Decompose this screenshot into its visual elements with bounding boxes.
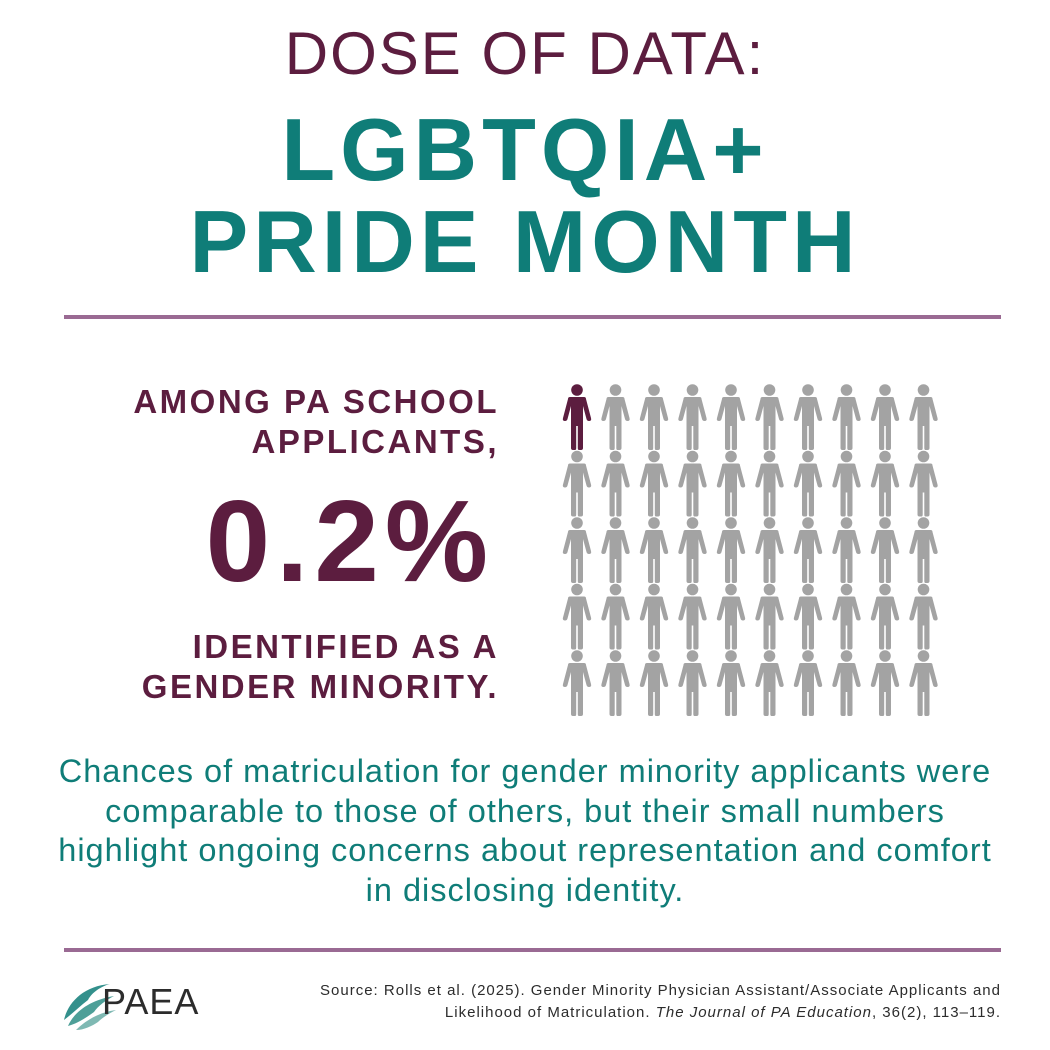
person-icon [678,650,707,716]
person-icon [601,517,630,583]
pictogram-grid [559,384,949,720]
person-icon [909,450,938,517]
stat-tail-line-1: IDENTIFIED AS A [192,628,499,665]
person-icon [870,650,900,716]
person-icon [755,583,784,650]
person-icon [793,650,823,716]
logo-wordmark: PAEA [102,981,200,1022]
stat-lead-line-1: AMONG PA SCHOOL [133,383,499,420]
person-icon [755,450,784,517]
bottom-divider [64,948,1001,952]
person-icon [716,517,746,583]
person-icon [755,650,784,716]
headline-line-2: PRIDE MONTH [189,192,861,292]
person-icon [562,650,592,716]
headline-line-1: LGBTQIA+ [281,100,769,199]
person-icon [639,650,669,716]
headline: LGBTQIA+ PRIDE MONTH [0,100,1050,292]
person-icon [716,450,746,517]
person-icon [793,450,823,517]
person-icon [716,583,746,650]
person-icon [601,650,630,716]
person-icon [601,450,630,517]
stat-tail-text: IDENTIFIED AS A GENDER MINORITY. [59,627,499,708]
person-icon [678,450,707,517]
person-icon [870,517,900,583]
person-icon [793,384,823,450]
person-icon [870,583,900,650]
top-divider [64,315,1001,319]
person-icon [755,384,784,450]
source-prefix: Source: Rolls et al. (2025). Gender Mino… [320,982,1001,1021]
person-icon [562,583,592,650]
stat-lead-line-2: APPLICANTS, [251,423,499,461]
person-icon [639,517,669,583]
person-icon [601,384,630,450]
person-icon [832,517,861,583]
person-icon [909,650,938,716]
person-icon [716,384,746,450]
person-icon [832,583,861,650]
person-icon [832,384,861,450]
person-icon [755,517,784,583]
person-icon [793,517,823,583]
paea-logo-icon [64,984,116,1030]
person-icon [639,384,669,450]
person-icon [832,450,861,517]
person-icon [716,650,746,716]
source-suffix: , 36(2), 113–119. [871,1003,1001,1021]
person-icon [639,583,669,650]
eyebrow-title: DOSE OF DATA: [284,20,766,87]
summary-text: Chances of matriculation for gender mino… [58,753,992,908]
person-icon [678,384,707,450]
person-icon [909,583,938,650]
source-citation: Source: Rolls et al. (2025). Gender Mino… [261,980,1001,1024]
pictogram-svg [562,384,938,716]
person-icon [678,517,707,583]
person-icon [562,517,592,583]
person-icon [793,583,823,650]
source-journal: The Journal of PA Education [655,1003,872,1021]
person-icon [678,583,707,650]
person-icon [909,517,938,583]
person-icon [909,384,938,450]
person-icon [870,384,900,450]
person-icon [639,450,669,517]
person-icon [601,583,630,650]
person-icon [562,450,592,517]
stat-value: 0.2% [205,476,494,606]
stat-tail-line-2: GENDER MINORITY. [141,668,499,706]
person-icon [870,450,900,517]
person-icon-highlighted [562,384,592,450]
stat-lead-text: AMONG PA SCHOOL APPLICANTS, [59,382,499,463]
person-icon [832,650,861,716]
